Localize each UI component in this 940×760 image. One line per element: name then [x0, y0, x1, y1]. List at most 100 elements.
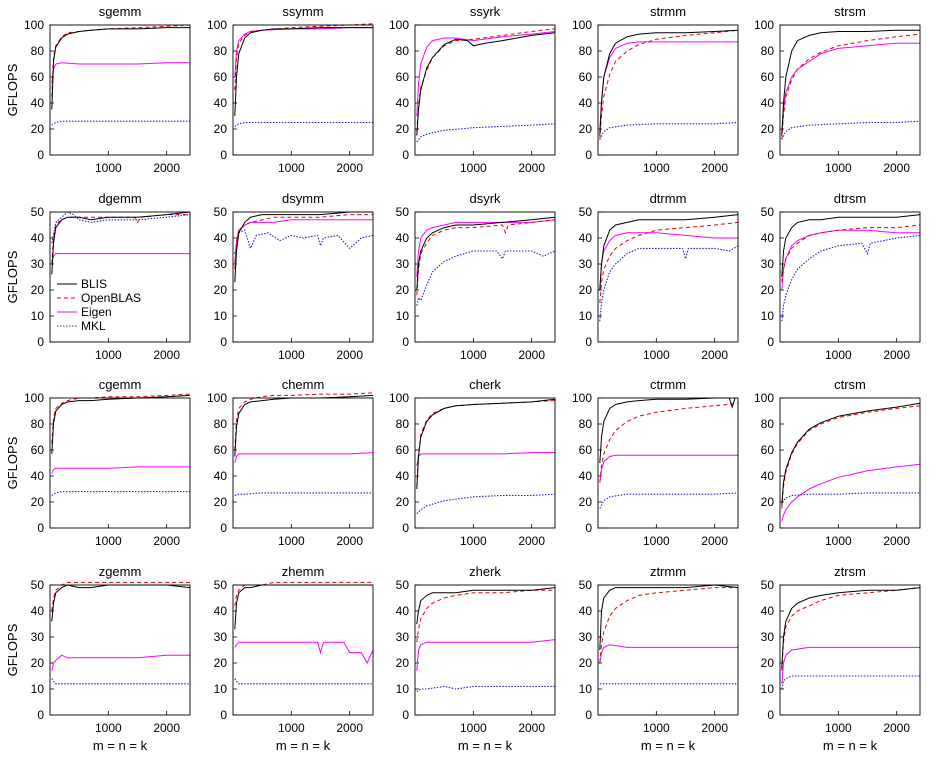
series-line-eigen	[51, 62, 190, 84]
y-tick-label: 0	[402, 708, 409, 722]
y-tick-label: 0	[220, 148, 227, 162]
y-tick-label: 10	[761, 682, 775, 696]
series-line-mkl	[599, 245, 739, 322]
series-line-eigen	[781, 229, 920, 291]
x-tick-label: 2000	[701, 348, 728, 362]
series-line-blis	[234, 211, 373, 283]
series-line-mkl	[781, 120, 921, 140]
series-line-blis	[416, 587, 556, 625]
y-tick-label: 40	[579, 469, 593, 483]
y-tick-label: 0	[767, 335, 774, 349]
series-line-blis	[416, 398, 556, 490]
series-line-mkl	[51, 120, 190, 126]
panel-title: dgemm	[98, 191, 141, 206]
y-tick-label: 10	[214, 309, 228, 323]
series-line-eigen	[599, 41, 738, 132]
panel-ctrmm: ctrmm 0 20 40 60 80 100 1000 2000	[572, 377, 739, 548]
x-tick-label: 1000	[460, 721, 487, 735]
panel-cherk: cherk 0 20 40 60 80 100 1000 2000	[389, 377, 556, 548]
series-line-eigen	[234, 641, 374, 665]
y-tick-label: 60	[396, 443, 410, 457]
y-tick-label: 0	[220, 335, 227, 349]
panel-zhemm: zhemm 0 10 20 30 40 50 1000 2000 m = n = k	[214, 564, 374, 753]
y-tick-label: 0	[767, 708, 774, 722]
panel-zherk: zherk 0 10 20 30 40 50 1000 2000 m = n = k	[396, 564, 556, 753]
y-tick-label: 20	[761, 122, 775, 136]
y-tick-label: 40	[31, 231, 45, 245]
y-tick-label: 0	[37, 708, 44, 722]
y-tick-label: 100	[389, 18, 409, 32]
x-tick-label: 1000	[95, 161, 122, 175]
y-tick-label: 40	[214, 231, 228, 245]
y-tick-label: 40	[31, 469, 45, 483]
y-tick-label: 60	[214, 70, 228, 84]
x-axis-label: m = n = k	[641, 738, 696, 753]
series-line-mkl	[599, 121, 739, 140]
y-tick-label: 40	[214, 604, 228, 618]
y-tick-label: 100	[389, 391, 409, 405]
panel-dgemm: dgemm 0 10 20 30 40 50 1000 2000 GFLOPS	[5, 191, 191, 362]
x-tick-label: 2000	[336, 161, 363, 175]
y-tick-label: 20	[214, 656, 228, 670]
plot-frame	[232, 211, 374, 343]
series-line-openblas	[599, 29, 739, 140]
panel-ctrsm: ctrsm 0 20 40 60 80 100 1000 2000	[754, 377, 921, 548]
x-tick-label: 2000	[518, 348, 545, 362]
y-tick-label: 30	[214, 630, 228, 644]
y-tick-label: 0	[37, 335, 44, 349]
panel-title: strmm	[650, 4, 686, 19]
plot-frame	[597, 584, 739, 716]
y-tick-label: 20	[396, 122, 410, 136]
x-tick-label: 2000	[883, 721, 910, 735]
series-line-eigen	[51, 466, 190, 474]
y-tick-label: 60	[31, 443, 45, 457]
series-line-blis	[599, 29, 739, 136]
x-axis-label: m = n = k	[93, 738, 148, 753]
series-line-eigen	[599, 232, 738, 291]
y-tick-label: 40	[31, 604, 45, 618]
y-tick-label: 20	[396, 283, 410, 297]
series-line-mkl	[51, 211, 191, 244]
series-line-eigen	[781, 463, 921, 522]
series-line-eigen	[234, 27, 373, 78]
series-line-blis	[416, 32, 556, 136]
panel-title: zgemm	[99, 564, 142, 579]
y-tick-label: 0	[585, 708, 592, 722]
plot-frame	[779, 24, 921, 156]
plot-frame	[597, 397, 739, 529]
y-tick-label: 60	[761, 443, 775, 457]
panel-ssymm: ssymm 0 20 40 60 80 100 1000 2000	[207, 4, 374, 175]
y-tick-label: 0	[585, 148, 592, 162]
series-line-mkl	[599, 492, 739, 509]
plot-frame	[597, 24, 739, 156]
y-tick-label: 100	[572, 391, 592, 405]
y-tick-label: 20	[214, 122, 228, 136]
series-line-mkl	[234, 678, 373, 685]
y-tick-label: 20	[761, 495, 775, 509]
x-tick-label: 1000	[825, 534, 852, 548]
series-line-blis	[781, 402, 921, 505]
plot-frame	[49, 584, 191, 716]
series-line-mkl	[51, 678, 190, 685]
x-tick-label: 2000	[701, 721, 728, 735]
x-tick-label: 1000	[643, 534, 670, 548]
legend-label-openblas: OpenBLAS	[81, 291, 141, 305]
y-tick-label: 80	[579, 44, 593, 58]
y-tick-label: 50	[31, 578, 45, 592]
panel-dsymm: dsymm 0 10 20 30 40 50 1000 2000	[214, 191, 374, 362]
series-line-mkl	[234, 121, 373, 127]
series-line-blis	[781, 587, 921, 669]
y-tick-label: 100	[754, 18, 774, 32]
plot-frame	[414, 211, 556, 343]
y-tick-label: 10	[579, 309, 593, 323]
y-tick-label: 50	[761, 578, 775, 592]
series-line-openblas	[599, 221, 739, 304]
y-tick-label: 50	[396, 578, 410, 592]
panel-title: dtrmm	[650, 191, 687, 206]
x-tick-label: 1000	[278, 721, 305, 735]
plot-frame	[779, 397, 921, 529]
y-tick-label: 20	[31, 495, 45, 509]
x-tick-label: 1000	[278, 348, 305, 362]
y-tick-label: 20	[214, 495, 228, 509]
y-tick-label: 30	[761, 630, 775, 644]
